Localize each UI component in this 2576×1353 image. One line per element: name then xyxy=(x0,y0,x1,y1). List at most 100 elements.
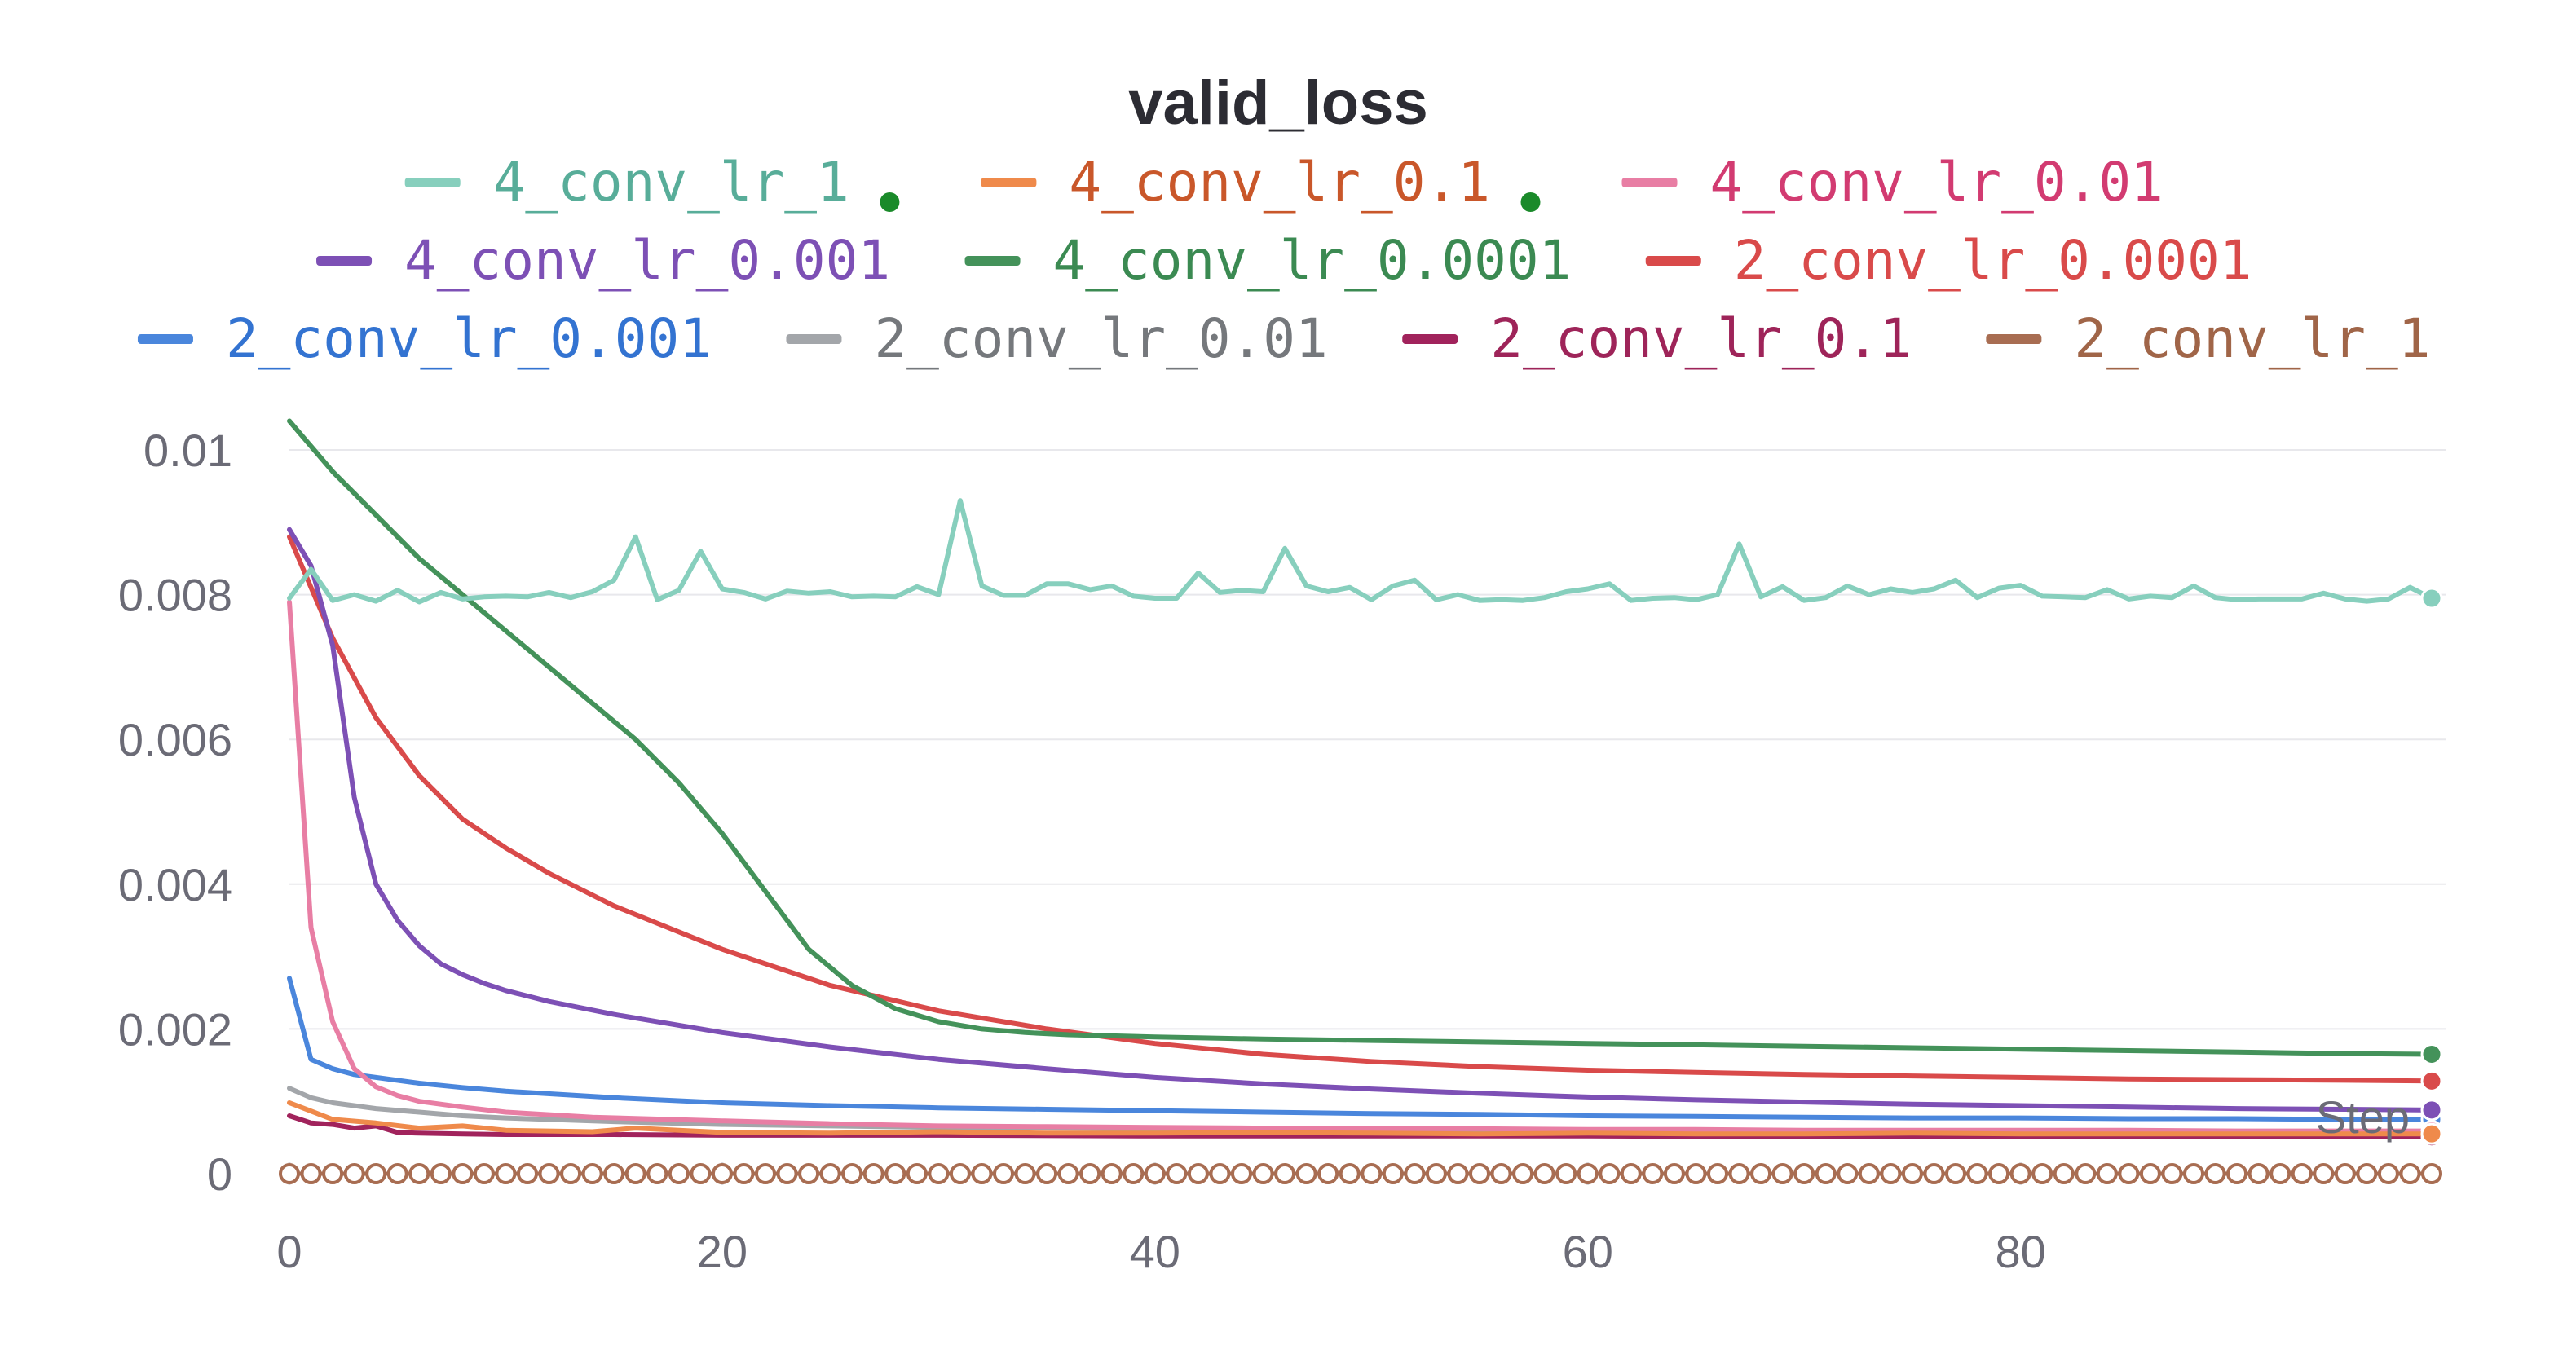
x-tick-label: 60 xyxy=(1563,1226,1613,1277)
data-point xyxy=(408,1163,430,1184)
legend-swatch xyxy=(1402,334,1458,344)
legend-label: 2_conv_lr_0.001 xyxy=(226,307,712,370)
data-point xyxy=(1685,1163,1707,1184)
data-point xyxy=(517,1163,538,1184)
data-point xyxy=(1901,1163,1923,1184)
data-point xyxy=(1447,1163,1469,1184)
legend-item[interactable]: 4_conv_lr_0.0001 xyxy=(964,229,1572,292)
data-point xyxy=(668,1163,690,1184)
legend-item[interactable]: 2_conv_lr_0.0001 xyxy=(1645,229,2252,292)
legend-item[interactable]: 2_conv_lr_0.01 xyxy=(786,307,1328,370)
data-point xyxy=(1317,1163,1339,1184)
data-point xyxy=(1469,1163,1490,1184)
series-line xyxy=(287,534,2434,1084)
data-point xyxy=(798,1163,820,1184)
data-point xyxy=(473,1163,495,1184)
data-point xyxy=(343,1163,365,1184)
series-end-point xyxy=(2420,1042,2443,1065)
series xyxy=(287,534,2443,1092)
data-point xyxy=(2053,1163,2075,1184)
legend-swatch xyxy=(981,178,1037,187)
legend-label: 4_conv_lr_0.001 xyxy=(404,229,890,292)
data-point xyxy=(1533,1163,1555,1184)
data-point xyxy=(603,1163,625,1184)
series-end-point xyxy=(2420,587,2443,610)
x-tick-label: 40 xyxy=(1130,1226,1180,1277)
legend-item[interactable]: 2_conv_lr_0.1 xyxy=(1402,307,1912,370)
legend-swatch xyxy=(964,256,1021,266)
data-point xyxy=(906,1163,928,1184)
data-point xyxy=(1231,1163,1252,1184)
legend-item[interactable]: 4_conv_lr_0.01 xyxy=(1621,151,2164,214)
legend-swatch xyxy=(404,178,461,187)
legend-highlight-dot xyxy=(880,192,900,212)
data-point xyxy=(1599,1163,1621,1184)
x-tick-label: 20 xyxy=(697,1226,748,1277)
data-point xyxy=(2226,1163,2248,1184)
data-point xyxy=(776,1163,798,1184)
data-point xyxy=(1577,1163,1599,1184)
data-point xyxy=(1728,1163,1750,1184)
data-point xyxy=(430,1163,452,1184)
data-point xyxy=(1923,1163,1945,1184)
data-point xyxy=(1166,1163,1188,1184)
y-tick-label: 0.008 xyxy=(118,570,232,621)
data-point xyxy=(1771,1163,1793,1184)
x-axis-ticks: 0 20 40 60 80 xyxy=(276,1162,2046,1277)
data-point xyxy=(2334,1163,2356,1184)
series xyxy=(279,1163,2442,1184)
legend-label: 4_conv_lr_1 xyxy=(493,151,849,214)
series-line xyxy=(287,1100,2434,1137)
legend-item[interactable]: 2_conv_lr_1 xyxy=(1986,307,2430,370)
data-point xyxy=(1339,1163,1361,1184)
legend-label: 2_conv_lr_0.1 xyxy=(1490,307,1912,370)
data-point xyxy=(841,1163,863,1184)
data-point xyxy=(560,1163,582,1184)
series-end-point xyxy=(2420,1069,2443,1092)
data-point xyxy=(1966,1163,1988,1184)
data-point xyxy=(1036,1163,1058,1184)
data-point xyxy=(884,1163,906,1184)
series xyxy=(287,527,2443,1122)
series xyxy=(287,498,2443,610)
series-line xyxy=(287,418,2434,1057)
legend-swatch xyxy=(1986,334,2042,344)
data-point xyxy=(928,1163,950,1184)
data-point xyxy=(1144,1163,1166,1184)
chart-title: valid_loss xyxy=(1128,68,1428,138)
series-line xyxy=(287,1113,2434,1139)
data-point xyxy=(690,1163,712,1184)
legend-swatch xyxy=(137,334,193,344)
legend-item[interactable]: 4_conv_lr_0.1 xyxy=(981,151,1541,214)
data-point xyxy=(1209,1163,1231,1184)
legend-item[interactable]: 4_conv_lr_1 xyxy=(404,151,900,214)
y-tick-label: 0.004 xyxy=(118,859,232,910)
data-point xyxy=(2161,1163,2183,1184)
data-point xyxy=(2118,1163,2140,1184)
data-point xyxy=(2399,1163,2421,1184)
data-point xyxy=(1945,1163,1966,1184)
data-point xyxy=(2075,1163,2097,1184)
data-point xyxy=(322,1163,344,1184)
data-point xyxy=(1663,1163,1685,1184)
data-point xyxy=(1014,1163,1036,1184)
series-line xyxy=(287,976,2434,1122)
legend-label: 4_conv_lr_0.0001 xyxy=(1053,229,1572,292)
data-point xyxy=(1274,1163,1296,1184)
data-point xyxy=(1750,1163,1772,1184)
legend-item[interactable]: 2_conv_lr_0.001 xyxy=(137,307,712,370)
series-line xyxy=(287,599,2434,1134)
legend-label: 4_conv_lr_0.01 xyxy=(1710,151,2164,214)
series xyxy=(287,1100,2443,1145)
data-point xyxy=(2247,1163,2269,1184)
data-point xyxy=(2204,1163,2226,1184)
data-point xyxy=(993,1163,1014,1184)
series-line xyxy=(287,1086,2434,1135)
data-point xyxy=(2139,1163,2161,1184)
x-tick-label: 0 xyxy=(276,1226,302,1277)
data-point xyxy=(1512,1163,1534,1184)
y-tick-label: 0.002 xyxy=(118,1003,232,1055)
legend-item[interactable]: 4_conv_lr_0.001 xyxy=(316,229,890,292)
data-point xyxy=(1252,1163,1274,1184)
data-point xyxy=(624,1163,646,1184)
